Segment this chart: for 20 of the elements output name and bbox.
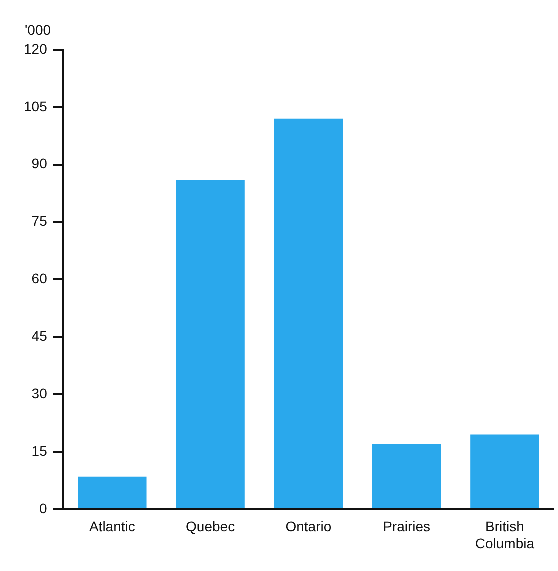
- y-tick-label: 75: [32, 213, 48, 230]
- y-tick-label: 30: [32, 385, 48, 402]
- y-axis-title: '000: [24, 22, 52, 38]
- y-tick-label: 60: [32, 270, 48, 287]
- bar: [274, 118, 344, 508]
- y-tick-label: 120: [24, 40, 48, 57]
- x-tick-label: British Columbia: [475, 518, 535, 552]
- x-tick-label: Quebec: [186, 518, 236, 535]
- y-tick-label: 45: [32, 328, 48, 344]
- bar: [470, 434, 540, 508]
- x-tick-label: Prairies: [383, 518, 431, 535]
- bar: [372, 444, 442, 508]
- y-tick-label: 90: [32, 156, 48, 172]
- y-tick-label: 15: [32, 442, 48, 459]
- bar: [78, 476, 147, 508]
- y-tick-label: 0: [40, 500, 48, 516]
- x-tick-label: Ontario: [286, 518, 332, 535]
- y-tick-label: 105: [24, 98, 48, 114]
- x-tick-label: Atlantic: [89, 518, 136, 535]
- bar: [176, 180, 245, 508]
